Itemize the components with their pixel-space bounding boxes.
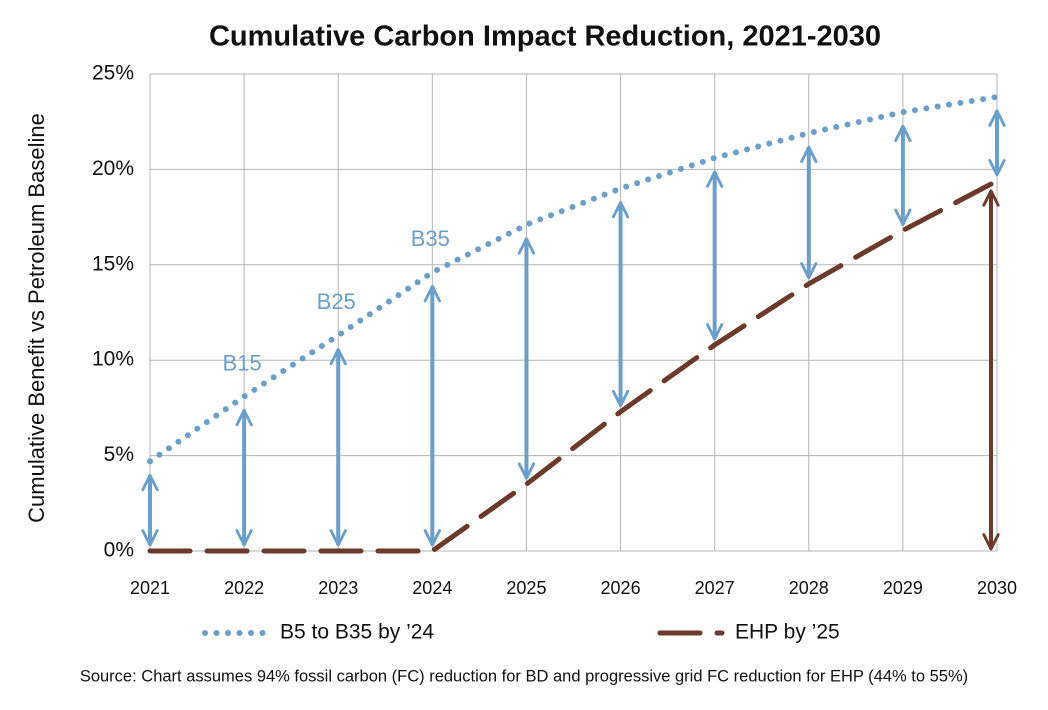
y-axis-label: Cumulative Benefit vs Petroleum Baseline	[24, 113, 49, 523]
series-line	[147, 93, 1000, 465]
annotation: B15	[223, 350, 262, 375]
x-tick-label: 2029	[883, 578, 923, 598]
x-tick-label: 2023	[318, 578, 358, 598]
y-tick-label: 0%	[104, 539, 134, 562]
x-tick-label: 2025	[506, 578, 546, 598]
y-tick-label: 15%	[92, 252, 134, 275]
x-tick-label: 2030	[977, 578, 1017, 598]
x-tick-label: 2027	[695, 578, 735, 598]
legend-label: EHP by ’25	[735, 621, 840, 644]
annotation: B35	[411, 226, 450, 251]
y-tick-label: 5%	[104, 443, 134, 466]
y-tick-label: 20%	[92, 157, 134, 180]
x-tick-label: 2028	[789, 578, 829, 598]
series-line	[147, 178, 1000, 554]
y-tick-label: 10%	[92, 348, 134, 371]
chart-title: Cumulative Carbon Impact Reduction, 2021…	[209, 21, 881, 53]
x-tick-label: 2021	[130, 578, 170, 598]
x-tick-label: 2022	[224, 578, 264, 598]
x-tick-label: 2026	[601, 578, 641, 598]
annotation: B25	[317, 289, 356, 314]
x-tick-label: 2024	[412, 578, 452, 598]
legend-label: B5 to B35 by ’24	[280, 621, 434, 644]
source-note: Source: Chart assumes 94% fossil carbon …	[80, 667, 968, 685]
y-tick-label: 25%	[92, 62, 134, 85]
